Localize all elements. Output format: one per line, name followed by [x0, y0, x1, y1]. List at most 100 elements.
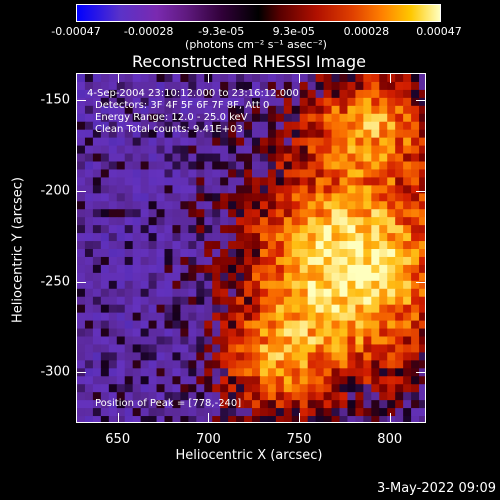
heatmap-cell — [132, 217, 142, 226]
heatmap-cell — [259, 185, 269, 194]
heatmap-cell — [339, 217, 349, 226]
heatmap-cell — [411, 320, 420, 330]
heatmap-cell — [291, 336, 301, 346]
heatmap-cell — [228, 129, 237, 139]
heatmap-cell — [156, 296, 166, 306]
heatmap-cell — [283, 193, 293, 202]
heatmap-cell — [180, 185, 189, 194]
heatmap-cell — [100, 304, 110, 314]
heatmap-cell — [299, 416, 309, 422]
heatmap-cell — [419, 392, 425, 401]
heatmap-cell — [212, 113, 221, 123]
heatmap-cell — [331, 161, 341, 171]
heatmap-cell — [379, 408, 388, 417]
heatmap-cell — [236, 272, 245, 282]
heatmap-cell — [116, 121, 126, 131]
heatmap-cell — [315, 280, 325, 290]
heatmap-cell — [92, 416, 102, 422]
heatmap-cell — [196, 129, 205, 139]
heatmap-cell — [419, 400, 425, 409]
heatmap-cell — [244, 89, 253, 99]
heatmap-cell — [411, 129, 420, 139]
heatmap-cell — [307, 368, 317, 377]
x-tick-mark — [208, 73, 210, 83]
heatmap-cell — [116, 272, 126, 282]
heatmap-cell — [411, 177, 420, 186]
heatmap-cell — [244, 145, 253, 155]
heatmap-cell — [172, 145, 181, 155]
heatmap-cell — [220, 81, 229, 91]
heatmap-cell — [275, 129, 285, 139]
heatmap-cell — [244, 97, 253, 107]
heatmap-cell — [156, 400, 166, 409]
heatmap-cell — [323, 408, 333, 417]
heatmap-cell — [347, 121, 356, 131]
heatmap-cell — [403, 153, 412, 163]
heatmap-cell — [419, 376, 425, 385]
heatmap-cell — [77, 400, 86, 409]
heatmap-cell — [124, 74, 134, 83]
heatmap-cell — [116, 336, 126, 346]
heatmap-cell — [323, 336, 333, 346]
heatmap-cell — [347, 360, 356, 369]
heatmap-cell — [188, 376, 197, 385]
heatmap-cell — [212, 400, 221, 409]
heatmap-cell — [363, 249, 372, 258]
heatmap-cell — [339, 360, 349, 369]
heatmap-cell — [196, 416, 205, 422]
heatmap-cell — [132, 376, 142, 385]
heatmap-cell — [132, 400, 142, 409]
heatmap-cell — [403, 304, 412, 314]
heatmap-cell — [244, 121, 253, 131]
heatmap-cell — [307, 408, 317, 417]
heatmap-cell — [100, 256, 110, 266]
heatmap-cell — [212, 241, 221, 250]
heatmap-cell — [323, 249, 333, 258]
heatmap-cell — [204, 97, 213, 107]
heatmap-cell — [419, 264, 425, 274]
heatmap-cell — [180, 344, 189, 353]
heatmap-cell — [212, 320, 221, 330]
heatmap-cell — [411, 113, 420, 123]
heatmap-cell — [204, 241, 213, 250]
heatmap-cell — [347, 153, 356, 163]
heatmap-cell — [331, 209, 341, 218]
heatmap-cell — [307, 193, 317, 202]
heatmap-cell — [275, 392, 285, 401]
x-tick-mark — [299, 413, 301, 423]
heatmap-cell — [387, 113, 396, 123]
plot-title: Reconstructed RHESSI Image — [132, 52, 366, 71]
heatmap-cell — [212, 153, 221, 163]
heatmap-cell — [307, 296, 317, 306]
heatmap-cell — [259, 249, 269, 258]
heatmap-cell — [371, 304, 380, 314]
heatmap-cell — [92, 161, 102, 171]
heatmap-cell — [92, 296, 102, 306]
heatmap-cell — [148, 81, 158, 91]
heatmap-cell — [291, 249, 301, 258]
heatmap-cell — [291, 328, 301, 338]
heatmap-cell — [140, 384, 150, 393]
heatmap-cell — [283, 209, 293, 218]
heatmap-cell — [132, 384, 142, 393]
heatmap-cell — [228, 320, 237, 330]
heatmap-cell — [363, 193, 372, 202]
heatmap-cell — [355, 193, 364, 202]
heatmap-cell — [156, 392, 166, 401]
heatmap-cell — [387, 328, 396, 338]
heatmap-cell — [100, 320, 110, 330]
heatmap-cell — [124, 81, 134, 91]
heatmap-cell — [244, 312, 253, 322]
heatmap-cell — [259, 241, 269, 250]
heatmap-cell — [164, 408, 174, 417]
heatmap-cell — [172, 169, 181, 178]
heatmap-cell — [259, 137, 269, 147]
heatmap-cell — [347, 336, 356, 346]
heatmap-cell — [84, 360, 94, 369]
colorbar-tick-label: -0.00047 — [51, 25, 101, 38]
heatmap-cell — [363, 408, 372, 417]
heatmap-cell — [419, 408, 425, 417]
heatmap-cell — [331, 169, 341, 178]
heatmap-cell — [307, 241, 317, 250]
heatmap-cell — [84, 201, 94, 210]
